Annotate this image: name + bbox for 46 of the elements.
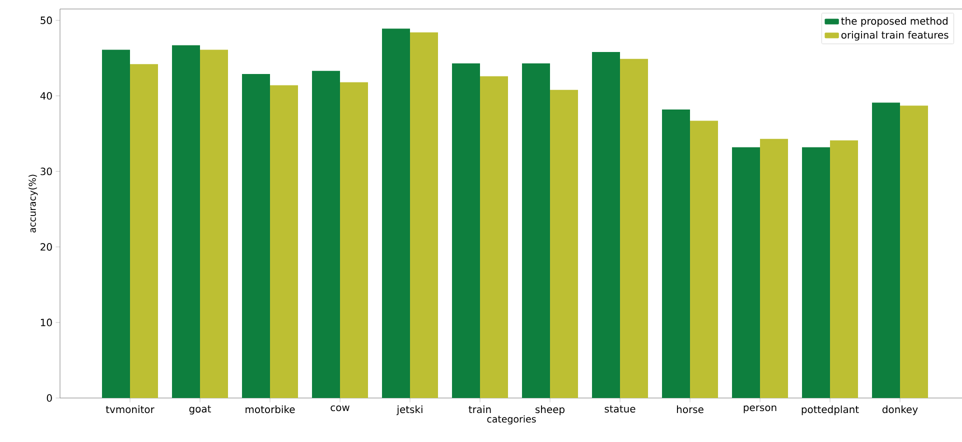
y-axis-title: accuracy(%) [28,174,38,232]
x-tick-label: donkey [882,405,918,416]
bar [690,120,718,398]
bar [830,140,858,398]
bar [340,82,368,398]
bar [872,102,900,398]
bar [172,45,200,398]
bar [130,64,158,398]
x-tick-label: jetski [396,405,422,416]
bar [270,85,298,398]
bar [102,50,130,398]
x-tick-label: tvmonitor [106,405,154,414]
y-tick-label: 0 [46,394,52,402]
x-tick-label: cow [330,405,350,412]
bar [410,32,438,398]
bar [900,106,928,398]
x-tick-label: statue [604,405,636,413]
bar [592,52,620,398]
bar [242,74,270,398]
y-tick-label: 30 [40,168,52,176]
y-tick-label: 20 [40,243,52,251]
bar [760,138,788,398]
bar [452,63,480,398]
x-tick-label: motorbike [246,405,295,414]
bar [732,147,760,398]
legend-label: original train features [841,30,948,41]
bar [382,28,410,398]
y-tick-label: 40 [40,92,52,100]
x-axis-title: categories [487,415,536,424]
bar [620,58,648,398]
bar [550,90,578,398]
x-tick-label: goat [189,405,211,415]
x-tick-label: sheep [536,405,565,416]
bar [522,63,550,398]
x-tick-label: train [468,405,491,414]
bar [802,147,830,398]
x-tick-label: person [744,405,776,414]
y-tick-label: 50 [40,16,52,24]
y-tick-label: 10 [40,318,52,326]
bar [312,70,340,398]
bar [662,109,690,398]
bar [200,50,228,398]
x-tick-label: horse [677,405,704,414]
legend-label: the proposed method [841,17,948,27]
x-tick-label: pottedplant [802,405,859,416]
bar [480,76,508,398]
